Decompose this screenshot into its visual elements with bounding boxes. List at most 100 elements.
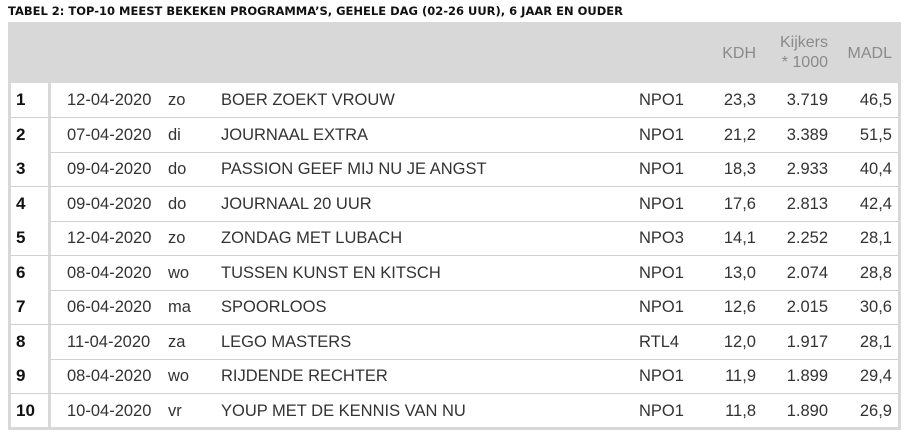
date-cell: 10-04-2020	[67, 401, 152, 420]
rank-box: 10	[8, 393, 51, 428]
rank-cell: 9	[16, 366, 26, 385]
rank-cell: 10	[16, 400, 35, 420]
channel-cell: RTL4	[639, 332, 680, 351]
table-title: TABEL 2: TOP-10 MEEST BEKEKEN PROGRAMMA’…	[8, 4, 623, 18]
kdh-cell: 11,9	[725, 367, 756, 385]
header-viewers: Kijkers * 1000	[760, 33, 828, 73]
madl-cell: 51,5	[859, 125, 892, 144]
rank-cell: 4	[16, 193, 26, 213]
header-kdh: KDH	[722, 45, 756, 62]
ratings-table: KDH Kijkers * 1000 MADL 1 12-04-2020 zo BOE…	[8, 22, 901, 430]
date-cell: 12-04-2020	[67, 229, 152, 247]
madl-cell: 29,4	[859, 367, 892, 385]
rank-cell: 1	[16, 90, 26, 109]
madl-cell: 26,9	[859, 401, 892, 420]
day-cell: zo	[168, 91, 186, 109]
channel-cell: NPO1	[639, 401, 684, 420]
kdh-cell: 18,3	[723, 160, 756, 178]
channel-cell: NPO1	[639, 263, 684, 282]
channel-cell: NPO3	[639, 229, 684, 247]
table-right-border	[898, 83, 901, 430]
rank-box: 3	[8, 152, 51, 186]
program-cell: TUSSEN KUNST EN KITSCH	[221, 263, 441, 282]
viewers-cell: 1.899	[786, 367, 828, 385]
rank-cell: 7	[16, 297, 26, 316]
table-row: 4 09-04-2020 do JOURNAAL 20 UUR NPO1 17,6 2.81…	[8, 186, 901, 222]
program-cell: RIJDENDE RECHTER	[221, 367, 388, 385]
channel-cell: NPO1	[639, 194, 684, 213]
day-cell: zo	[168, 229, 186, 247]
date-cell: 08-04-2020	[67, 263, 152, 282]
madl-cell: 40,4	[859, 160, 892, 178]
rank-cell: 6	[16, 262, 26, 282]
program-cell: BOER ZOEKT VROUW	[221, 91, 395, 109]
rank-box: 5	[8, 221, 51, 255]
madl-cell: 28,1	[859, 229, 892, 247]
day-cell: ma	[168, 298, 191, 316]
date-cell: 12-04-2020	[67, 91, 152, 109]
day-cell: do	[168, 160, 187, 178]
madl-cell: 42,4	[859, 194, 892, 213]
kdh-cell: 21,2	[723, 125, 756, 144]
header-viewers-line1: Kijkers	[779, 34, 828, 51]
program-cell: PASSION GEEF MIJ NU JE ANGST	[221, 160, 487, 178]
date-cell: 08-04-2020	[67, 367, 152, 385]
day-cell: wo	[168, 263, 190, 282]
viewers-cell: 2.074	[786, 263, 828, 282]
viewers-cell: 1.890	[786, 401, 828, 420]
table-row: 9 08-04-2020 wo RIJDENDE RECHTER NPO1 11,9 1.8…	[8, 359, 901, 394]
rank-box: 2	[8, 117, 51, 152]
kdh-cell: 12,0	[723, 332, 756, 351]
rank-box: 8	[8, 324, 51, 359]
kdh-cell: 14,1	[723, 229, 756, 247]
rank-box: 1	[8, 83, 51, 117]
rank-box: 6	[8, 255, 51, 290]
table-row: 3 09-04-2020 do PASSION GEEF MIJ NU JE ANGS…	[8, 152, 901, 187]
date-cell: 11-04-2020	[67, 332, 151, 351]
kdh-cell: 13,0	[723, 263, 756, 282]
rank-box: 4	[8, 186, 51, 221]
madl-cell: 30,6	[859, 298, 892, 316]
date-cell: 06-04-2020	[67, 298, 152, 316]
madl-cell: 28,8	[859, 263, 892, 282]
kdh-cell: 17,6	[723, 194, 756, 213]
rank-box: 9	[8, 359, 51, 393]
viewers-cell: 1.917	[786, 332, 828, 351]
viewers-cell: 3.389	[786, 125, 828, 144]
program-cell: YOUP MET DE KENNIS VAN NU	[221, 401, 466, 420]
table-header: KDH Kijkers * 1000 MADL	[8, 22, 901, 83]
channel-cell: NPO1	[639, 367, 684, 385]
madl-cell: 46,5	[859, 91, 892, 109]
viewers-cell: 2.015	[786, 298, 828, 316]
program-cell: JOURNAAL 20 UUR	[221, 194, 372, 213]
program-cell: JOURNAAL EXTRA	[221, 125, 369, 144]
rank-box: 7	[8, 290, 51, 324]
program-cell: ZONDAG MET LUBACH	[221, 229, 403, 247]
program-cell: LEGO MASTERS	[221, 332, 352, 351]
day-cell: vr	[168, 401, 182, 420]
channel-cell: NPO1	[639, 160, 684, 178]
day-cell: do	[168, 194, 187, 213]
viewers-cell: 2.933	[786, 160, 828, 178]
table-bottom-border	[8, 427, 901, 430]
date-cell: 09-04-2020	[67, 160, 152, 178]
viewers-cell: 2.813	[786, 194, 828, 213]
table-row: 10 10-04-2020 vr YOUP MET DE KENNIS VAN NU N…	[8, 393, 901, 429]
viewers-cell: 3.719	[786, 91, 828, 109]
header-viewers-line2: * 1000	[781, 54, 828, 71]
table-row: 1 12-04-2020 zo BOER ZOEKT VROUW NPO1 23,3 3.7…	[8, 83, 901, 118]
day-cell: di	[168, 125, 181, 144]
rank-cell: 8	[16, 331, 26, 351]
table-row: 6 08-04-2020 wo TUSSEN KUNST EN KITSCH NPO1 1…	[8, 255, 901, 291]
channel-cell: NPO1	[639, 125, 684, 144]
kdh-cell: 11,8	[725, 401, 756, 420]
channel-cell: NPO1	[639, 298, 684, 316]
rank-cell: 2	[16, 124, 26, 144]
day-cell: za	[168, 332, 186, 351]
madl-cell: 28,1	[859, 332, 892, 351]
table-row: 7 06-04-2020 ma SPOORLOOS NPO1 12,6 2.015 30,6	[8, 290, 901, 325]
kdh-cell: 12,6	[723, 298, 756, 316]
rank-cell: 3	[16, 159, 26, 178]
header-madl: MADL	[847, 45, 892, 62]
date-cell: 09-04-2020	[67, 194, 152, 213]
